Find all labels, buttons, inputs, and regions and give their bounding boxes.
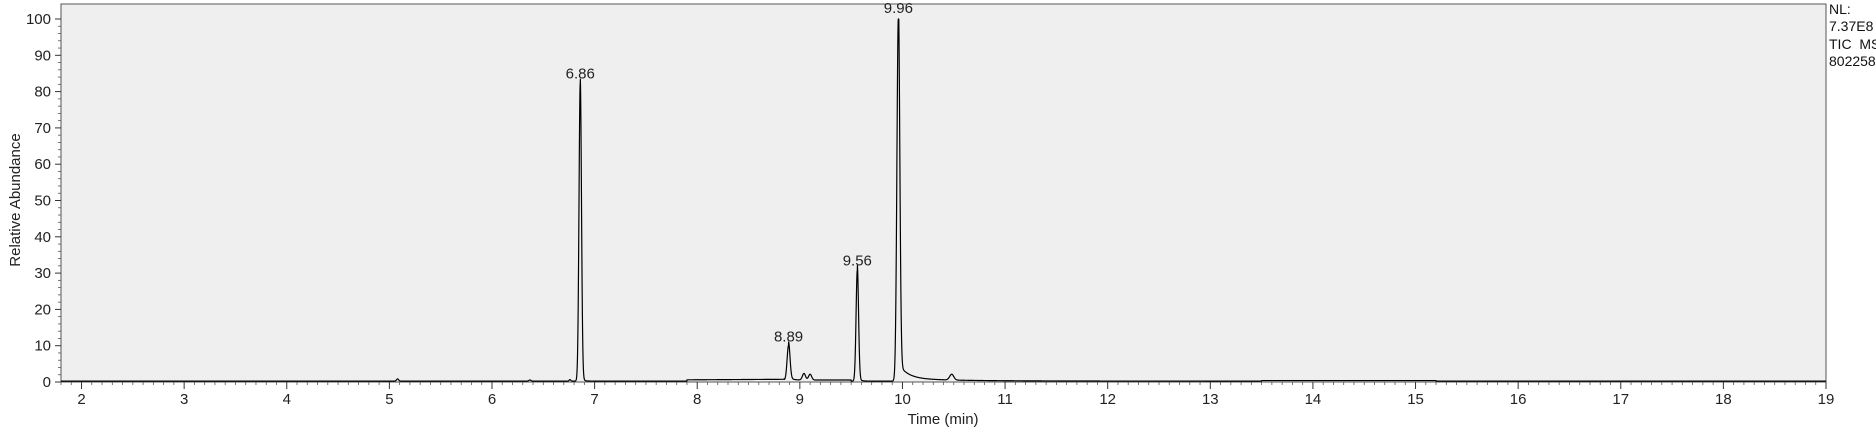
peak-label: 6.86 — [566, 65, 595, 82]
y-tick-label: 70 — [34, 120, 51, 137]
y-tick-label: 10 — [34, 338, 51, 355]
x-tick-label: 3 — [180, 391, 188, 408]
info-block: NL: 7.37E8 TIC MS 802258 — [1829, 1, 1876, 69]
x-tick-label: 2 — [77, 391, 85, 408]
y-tick-label: 100 — [26, 11, 51, 28]
y-tick-label: 50 — [34, 193, 51, 210]
y-tick-label: 20 — [34, 301, 51, 318]
y-axis-title: Relative Abundance — [7, 133, 24, 266]
y-tick-label: 0 — [43, 374, 51, 391]
x-tick-label: 5 — [385, 391, 393, 408]
x-tick-label: 10 — [894, 391, 911, 408]
peak-label: 9.96 — [884, 0, 913, 17]
info-file: 802258 — [1829, 53, 1876, 69]
y-tick-label: 60 — [34, 156, 51, 173]
info-nl-label: NL: — [1829, 1, 1851, 17]
minor-tick-marks — [60, 382, 1817, 385]
x-tick-label: 15 — [1407, 391, 1424, 408]
x-tick-label: 14 — [1305, 391, 1322, 408]
x-tick-label: 17 — [1612, 391, 1629, 408]
x-tick-label: 18 — [1715, 391, 1732, 408]
y-tick-label: 80 — [34, 84, 51, 101]
info-scan-type: TIC MS — [1829, 36, 1876, 52]
x-tick-label: 12 — [1099, 391, 1116, 408]
y-tick-label: 40 — [34, 229, 51, 246]
x-tick-label: 7 — [590, 391, 598, 408]
info-nl-value: 7.37E8 — [1829, 18, 1874, 34]
plot-area — [60, 3, 1827, 383]
x-tick-label: 9 — [796, 391, 804, 408]
x-tick-label: 6 — [488, 391, 496, 408]
x-tick-label: 19 — [1818, 391, 1835, 408]
tic-trace-line — [60, 18, 1827, 382]
x-tick-label: 16 — [1510, 391, 1527, 408]
x-tick-label: 8 — [693, 391, 701, 408]
x-tick-label: 4 — [283, 391, 291, 408]
peak-label: 8.89 — [774, 329, 803, 346]
y-tick-label: 90 — [34, 47, 51, 64]
peak-label: 9.56 — [843, 252, 872, 269]
peak-labels: 6.86 8.89 9.56 9.96 — [566, 0, 913, 346]
x-tick-label: 13 — [1202, 391, 1219, 408]
x-tick-label: 11 — [997, 391, 1013, 408]
y-tick-label: 30 — [34, 265, 51, 282]
x-axis-title: Time (min) — [907, 411, 978, 428]
y-axis-ticks: 0 10 20 30 40 50 60 70 80 90 100 — [26, 11, 61, 391]
x-axis-ticks: 2 3 4 5 6 7 8 9 10 11 12 13 14 15 16 17 18 19 — [77, 382, 1834, 408]
